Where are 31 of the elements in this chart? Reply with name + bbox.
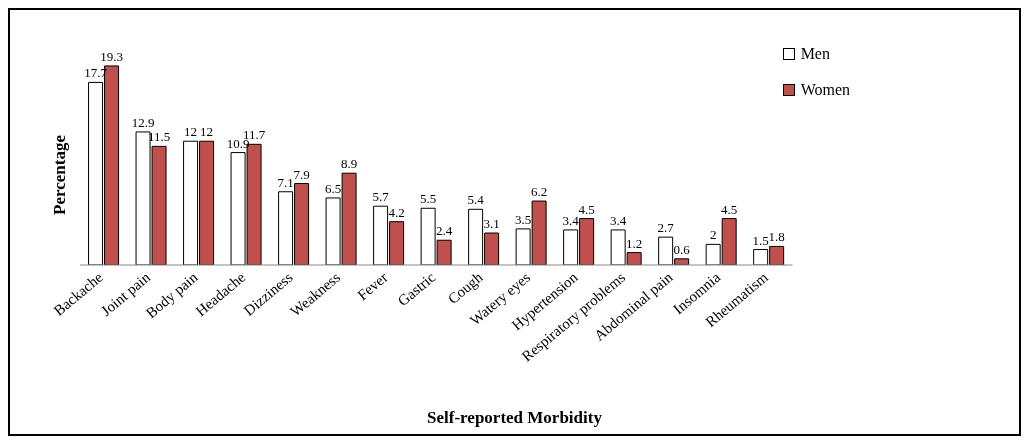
- data-label: 12.9: [131, 114, 155, 130]
- data-label: 2.4: [435, 223, 453, 239]
- data-label: 2: [709, 227, 717, 243]
- data-label: 5.7: [372, 189, 390, 205]
- data-label: 0.6: [673, 241, 691, 257]
- legend-label: Men: [800, 45, 830, 63]
- data-label: 12: [184, 124, 198, 140]
- y-axis-title: Percentage: [50, 135, 70, 215]
- data-label: 6.5: [324, 180, 342, 196]
- data-label: 6.2: [531, 184, 548, 200]
- data-label: 19.3: [100, 48, 123, 64]
- data-label: 7.9: [293, 166, 310, 182]
- data-label: 5.5: [419, 191, 437, 207]
- data-label: 4.2: [388, 204, 405, 220]
- data-label: 2.7: [657, 220, 675, 236]
- data-label: 11.5: [147, 129, 171, 145]
- data-label: 5.4: [467, 192, 485, 208]
- data-label: 3.4: [562, 212, 580, 228]
- data-label: 3.5: [515, 211, 532, 227]
- data-label: 12: [200, 124, 214, 140]
- data-label: 8.9: [340, 156, 358, 172]
- data-label: 1.2: [626, 235, 643, 251]
- data-label: 7.1: [277, 174, 294, 190]
- data-label: 4.5: [721, 201, 738, 217]
- data-label: 1.5: [752, 232, 769, 248]
- data-label: 1.8: [768, 229, 785, 245]
- legend-label: Women: [800, 81, 850, 99]
- data-label: 4.5: [578, 201, 595, 217]
- data-label: 3.1: [483, 216, 500, 232]
- x-axis-title: Self-reported Morbidity: [426, 408, 603, 428]
- data-label: 3.4: [610, 212, 627, 228]
